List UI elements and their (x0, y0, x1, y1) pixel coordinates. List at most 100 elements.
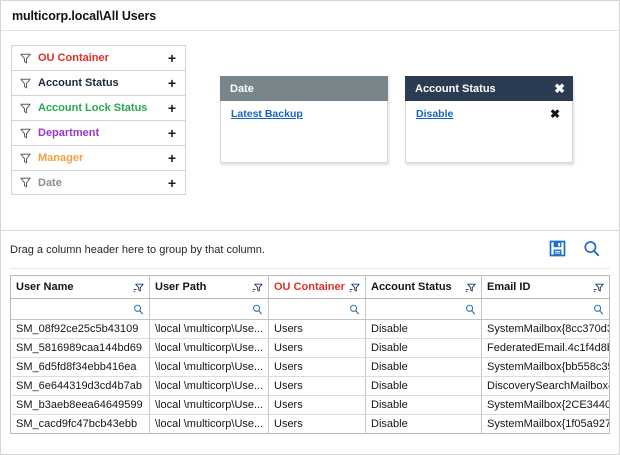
table-row[interactable]: SM_5816989caa144bd69 \local \multicorp\Us… (10, 338, 610, 358)
group-by-bar[interactable]: Drag a column header here to group by th… (10, 232, 610, 269)
cell-user-name: SM_6d5fd8f34ebb416ea (10, 357, 150, 377)
column-header-ou-container[interactable]: OU Container (268, 275, 366, 299)
table-row[interactable]: SM_6d5fd8f34ebb416ea \local \multicorp\Us… (10, 357, 610, 377)
cell-email-id: FederatedEmail.4c1f4d8b-8... (481, 338, 610, 358)
column-header-user-path[interactable]: User Path (149, 275, 269, 299)
column-header-label: User Name (16, 281, 74, 293)
magnifier-icon[interactable] (593, 304, 604, 315)
cell-user-name: SM_cacd9fc47bcb43ebb (10, 414, 150, 434)
column-header-label: Account Status (371, 281, 452, 293)
column-search-cell[interactable] (268, 298, 366, 320)
cell-email-id: SystemMailbox{2CE34405-... (481, 395, 610, 415)
panel-title: Date (230, 82, 254, 95)
column-header-label: User Path (155, 281, 207, 293)
sort-filter-icon[interactable] (349, 282, 360, 293)
group-by-hint: Drag a column header here to group by th… (10, 244, 265, 256)
filter-item-manager[interactable]: Manager + (11, 145, 186, 170)
filter-item-account-status[interactable]: Account Status + (11, 70, 186, 95)
column-search-cell[interactable] (10, 298, 150, 320)
table-body: SM_08f92ce25c5b43109 \local \multicorp\Us… (10, 319, 610, 434)
filter-item-account-lock-status[interactable]: Account Lock Status + (11, 95, 186, 120)
filter-item-date[interactable]: Date + (11, 170, 186, 195)
cell-ou-container: Users (268, 357, 366, 377)
filter-item-label: Account Lock Status (38, 102, 148, 114)
panel-item-remove-icon[interactable]: ✖ (549, 107, 560, 121)
cell-user-path: \local \multicorp\Use... (149, 376, 269, 396)
filter-item-label: Date (38, 176, 62, 189)
page-title: multicorp.local\All Users (12, 8, 157, 23)
cell-user-name: SM_b3aeb8eea64649599 (10, 395, 150, 415)
magnifier-icon[interactable] (252, 304, 263, 315)
filter-item-label: Department (38, 127, 100, 139)
cell-ou-container: Users (268, 395, 366, 415)
panel-item-link[interactable]: Latest Backup (231, 108, 303, 120)
filter-item-label: Manager (38, 152, 84, 164)
cell-user-path: \local \multicorp\Use... (149, 338, 269, 358)
funnel-icon (20, 153, 31, 164)
panel-title: Account Status (415, 82, 496, 95)
column-search-cell[interactable] (149, 298, 269, 320)
table-row[interactable]: SM_cacd9fc47bcb43ebb \local \multicorp\Us… (10, 414, 610, 434)
expand-plus-icon[interactable]: + (167, 174, 176, 191)
filter-item-department[interactable]: Department + (11, 120, 186, 145)
panel-item-link[interactable]: Disable (416, 108, 454, 120)
sort-filter-icon[interactable] (252, 282, 263, 293)
column-header-email-id[interactable]: Email ID (481, 275, 610, 299)
sort-filter-icon[interactable] (465, 282, 476, 293)
filter-item-ou-container[interactable]: OU Container + (11, 45, 186, 70)
filter-panel-account-status: Account Status ✖ Disable ✖ (405, 76, 573, 163)
funnel-icon (20, 128, 31, 139)
filter-item-label: OU Container (38, 52, 109, 64)
funnel-icon (20, 53, 31, 64)
filter-panel-date: Date Latest Backup (220, 76, 388, 163)
expand-plus-icon[interactable]: + (167, 150, 176, 166)
magnifier-icon[interactable] (465, 304, 476, 315)
column-filter-row (10, 298, 610, 320)
funnel-icon (20, 177, 31, 188)
panel-close-icon[interactable]: ✖ (554, 81, 565, 96)
table-row[interactable]: SM_b3aeb8eea64649599 \local \multicorp\Us… (10, 395, 610, 415)
save-icon[interactable] (549, 240, 566, 260)
table-header: User Name User Path OU Container Account St… (10, 275, 610, 320)
cell-email-id: SystemMailbox{bb558c35-9... (481, 357, 610, 377)
search-icon[interactable] (583, 240, 600, 260)
column-header-label: OU Container (274, 281, 345, 293)
titlebar: multicorp.local\All Users (1, 1, 619, 31)
expand-plus-icon[interactable]: + (167, 125, 176, 141)
cell-user-name: SM_5816989caa144bd69 (10, 338, 150, 358)
filter-list: OU Container + Account Status + Account Lock… (11, 45, 186, 195)
magnifier-icon[interactable] (133, 304, 144, 315)
cell-user-path: \local \multicorp\Use... (149, 357, 269, 377)
column-search-cell[interactable] (481, 298, 610, 320)
cell-account-status: Disable (365, 395, 482, 415)
data-grid-region: Drag a column header here to group by th… (1, 232, 619, 454)
expand-plus-icon[interactable]: + (167, 50, 176, 66)
column-search-cell[interactable] (365, 298, 482, 320)
table-row[interactable]: SM_6e644319d3cd4b7ab \local \multicorp\Us… (10, 376, 610, 396)
panel-body: Latest Backup (220, 101, 388, 163)
expand-plus-icon[interactable]: + (167, 100, 176, 116)
sort-filter-icon[interactable] (133, 282, 144, 293)
column-header-label: Email ID (487, 281, 531, 293)
sort-filter-icon[interactable] (593, 282, 604, 293)
cell-user-path: \local \multicorp\Use... (149, 319, 269, 339)
cell-account-status: Disable (365, 414, 482, 434)
cell-ou-container: Users (268, 338, 366, 358)
column-header-user-name[interactable]: User Name (10, 275, 150, 299)
cell-account-status: Disable (365, 376, 482, 396)
grid-toolbar (549, 240, 610, 260)
panel-list-item: Latest Backup (231, 108, 378, 120)
expand-plus-icon[interactable]: + (167, 75, 176, 91)
column-header-account-status[interactable]: Account Status (365, 275, 482, 299)
magnifier-icon[interactable] (349, 304, 360, 315)
panel-list-item: Disable ✖ (416, 108, 563, 120)
cell-email-id: SystemMailbox{1f05a927-6... (481, 414, 610, 434)
funnel-icon (20, 78, 31, 89)
cell-ou-container: Users (268, 414, 366, 434)
cell-ou-container: Users (268, 376, 366, 396)
filter-region: OU Container + Account Status + Account Lock… (1, 31, 619, 231)
table-row[interactable]: SM_08f92ce25c5b43109 \local \multicorp\Us… (10, 319, 610, 339)
cell-email-id: SystemMailbox{8cc370d3-... (481, 319, 610, 339)
panel-header: Date (220, 76, 388, 101)
